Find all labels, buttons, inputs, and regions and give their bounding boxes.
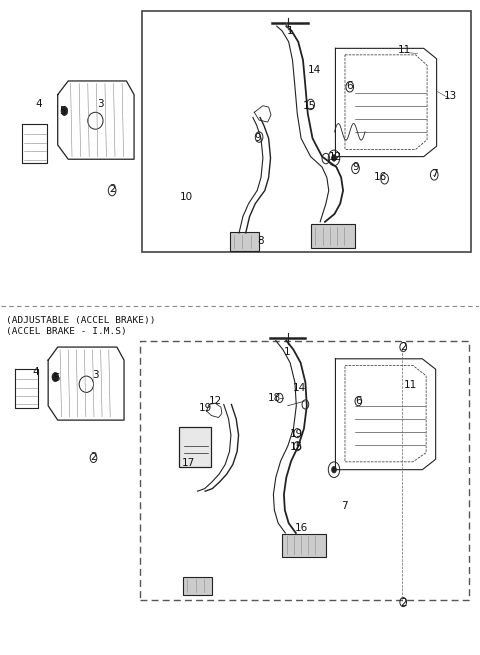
Text: 19: 19 (290, 429, 303, 439)
Text: 11: 11 (404, 380, 418, 390)
Text: 4: 4 (33, 367, 39, 377)
Text: 6: 6 (355, 396, 361, 406)
Text: 15: 15 (290, 442, 303, 452)
Text: 3: 3 (97, 100, 104, 109)
Text: 2: 2 (109, 184, 115, 195)
Bar (282, 534, 326, 557)
Text: 2: 2 (400, 599, 407, 608)
Circle shape (332, 466, 336, 473)
Text: 1: 1 (287, 26, 293, 36)
Text: 8: 8 (257, 236, 264, 246)
Text: 7: 7 (432, 169, 438, 179)
Text: 13: 13 (444, 91, 456, 101)
Text: 5: 5 (59, 106, 66, 116)
Text: 1: 1 (284, 347, 290, 357)
Text: 7: 7 (341, 500, 348, 510)
Text: 12: 12 (208, 396, 222, 405)
Text: 15: 15 (302, 101, 316, 111)
Bar (311, 225, 355, 248)
Circle shape (52, 373, 59, 382)
Text: 10: 10 (180, 192, 193, 202)
Text: 12: 12 (329, 151, 342, 162)
Text: 19: 19 (199, 403, 212, 413)
Bar (183, 576, 212, 595)
Text: 14: 14 (307, 65, 321, 75)
Text: 9: 9 (352, 162, 359, 172)
Text: 5: 5 (53, 373, 60, 383)
Text: 16: 16 (294, 523, 308, 533)
Text: 6: 6 (347, 81, 353, 91)
Text: 16: 16 (374, 172, 387, 183)
Bar (229, 233, 259, 251)
Text: 11: 11 (398, 45, 411, 55)
Text: 17: 17 (182, 458, 195, 468)
Circle shape (332, 155, 336, 161)
Text: 18: 18 (268, 393, 281, 403)
Text: 4: 4 (36, 100, 42, 109)
Text: 3: 3 (93, 370, 99, 380)
Text: (ADJUSTABLE (ACCEL BRAKE))
(ACCEL BRAKE - I.M.S): (ADJUSTABLE (ACCEL BRAKE)) (ACCEL BRAKE … (6, 316, 156, 336)
Text: 14: 14 (293, 383, 306, 393)
Circle shape (61, 106, 68, 115)
Text: 9: 9 (255, 134, 262, 143)
Bar (179, 426, 211, 467)
Text: 2: 2 (400, 342, 407, 352)
Text: 2: 2 (90, 452, 97, 462)
